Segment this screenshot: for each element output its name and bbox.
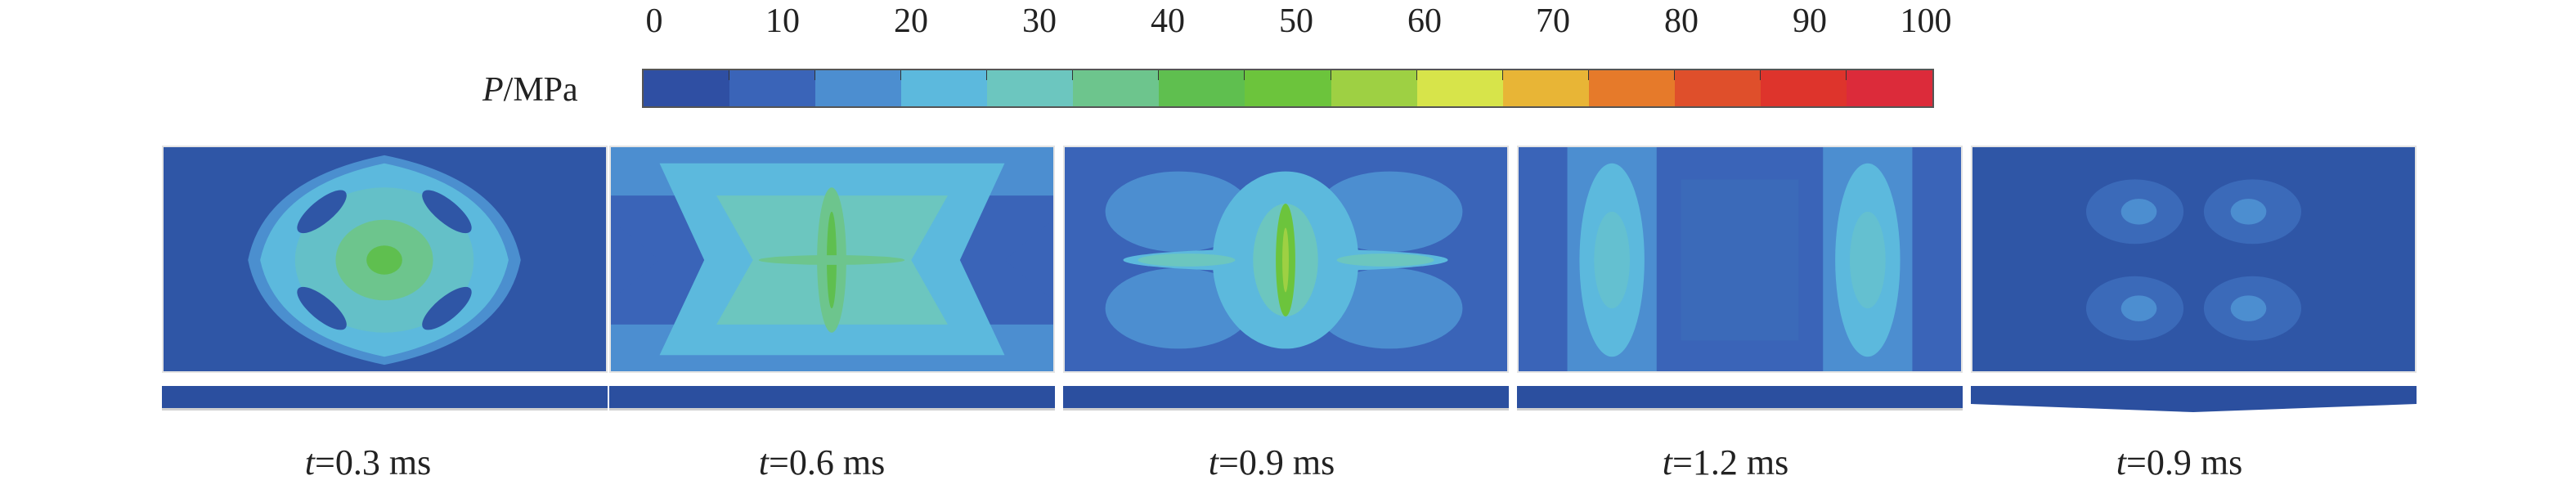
- colorbar-segment: [1760, 70, 1847, 106]
- section-strip-5: [1971, 386, 2417, 414]
- time-caption-4: t=1.2 ms: [1662, 442, 1789, 482]
- contour-panel-1: [162, 146, 608, 373]
- colorbar-segment: [644, 70, 731, 106]
- contour-panel-2: [609, 146, 1055, 373]
- colorbar-segment: [987, 70, 1075, 106]
- contour-plot-image: [1065, 147, 1507, 371]
- tick-label: 30: [1022, 2, 1057, 40]
- contour-panel-4: [1517, 146, 1963, 373]
- tick-label: 40: [1151, 2, 1185, 40]
- tick-label: 70: [1536, 2, 1570, 40]
- colorbar-segment: [1846, 70, 1932, 106]
- colorbar-segment: [901, 70, 989, 106]
- colorbar-segment: [1588, 70, 1676, 106]
- tick-label: 100: [1900, 2, 1952, 40]
- tick-label: 90: [1793, 2, 1827, 40]
- colorbar-segment: [1331, 70, 1418, 106]
- section-strip-2: [609, 386, 1055, 411]
- colorbar-segment: [729, 70, 817, 106]
- deformed-section-shape: [1971, 386, 2417, 414]
- colorbar-segment: [1416, 70, 1504, 106]
- colorbar-segment: [1073, 70, 1160, 106]
- contour-plot-image: [1972, 147, 2415, 371]
- tick-label: 0: [645, 2, 663, 40]
- colorbar-segment: [1245, 70, 1332, 106]
- time-caption-2: t=0.6 ms: [758, 442, 886, 482]
- contour-plot-image: [611, 147, 1053, 371]
- section-strip-4: [1517, 386, 1963, 411]
- time-caption-1: t=0.3 ms: [304, 442, 432, 482]
- section-strip-3: [1063, 386, 1509, 411]
- colorbar-segment: [1159, 70, 1246, 106]
- contour-panel-3: [1063, 146, 1509, 373]
- colorbar-segment: [1674, 70, 1761, 106]
- tick-label: 50: [1279, 2, 1313, 40]
- section-strip-1: [162, 386, 608, 411]
- time-caption-3: t=0.9 ms: [1208, 442, 1335, 482]
- pressure-symbol: P: [482, 71, 504, 109]
- colorbar-tick-labels: 0 10 20 30 40 50 60 70 80 90 100: [0, 2, 2576, 51]
- colorbar-segment: [815, 70, 903, 106]
- tick-label: 20: [894, 2, 928, 40]
- contour-panel-5: [1971, 146, 2417, 373]
- tick-label: 10: [765, 2, 800, 40]
- colorbar-segment: [1502, 70, 1590, 106]
- contour-plot-image: [164, 147, 606, 371]
- tick-label: 60: [1407, 2, 1442, 40]
- pressure-colorbar: [642, 69, 1934, 108]
- colorbar-label: P/MPa: [482, 70, 578, 110]
- pressure-unit: /MPa: [503, 71, 578, 109]
- contour-plot-image: [1519, 147, 1961, 371]
- time-caption-5: t=0.9 ms: [2116, 442, 2243, 482]
- tick-label: 80: [1664, 2, 1699, 40]
